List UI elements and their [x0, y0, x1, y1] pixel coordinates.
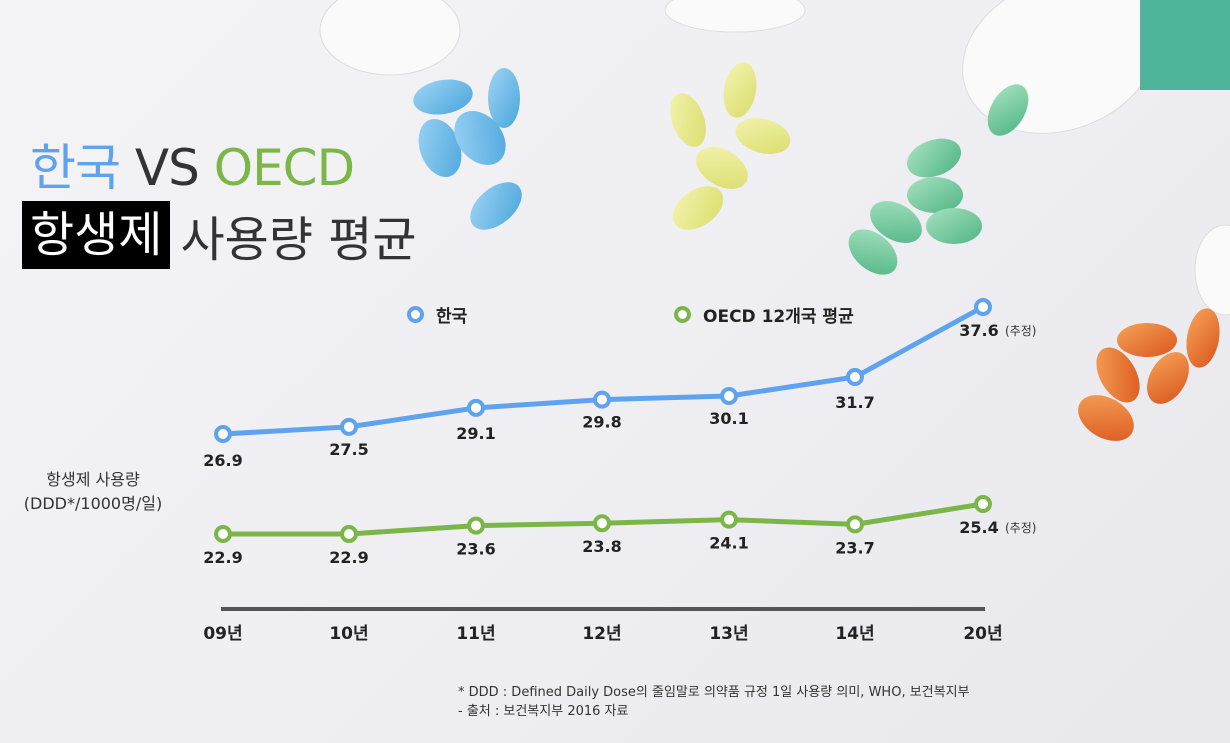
green-pills — [848, 0, 1230, 275]
x-tick-label: 11년 — [456, 624, 495, 644]
footnote-source: - 출처 : 보건복지부 2016 자료 — [458, 704, 629, 719]
title-vs: VS — [120, 139, 214, 197]
data-label: 23.8 — [582, 537, 621, 556]
data-label: 37.6 — [959, 321, 998, 340]
data-point — [593, 514, 611, 533]
legend-korea-label: 한국 — [436, 307, 468, 327]
data-point — [720, 510, 738, 529]
yellow-pills — [664, 0, 806, 230]
footnote-ddd: * DDD : Defined Daily Dose의 줄임말로 의약품 규정 … — [458, 685, 970, 700]
legend-oecd: OECD 12개국 평균 — [674, 302, 854, 327]
x-tick-label: 10년 — [329, 624, 368, 644]
data-point — [340, 417, 358, 436]
estimate-note: (추정) — [1005, 521, 1036, 535]
data-point — [593, 390, 611, 409]
data-point — [467, 516, 485, 535]
x-tick-label: 14년 — [835, 624, 874, 644]
data-point — [467, 398, 485, 417]
y-axis-label: 항생제 사용량 (DDD*/1000명/일) — [18, 468, 168, 516]
data-label: 29.8 — [582, 413, 621, 432]
x-tick-label: 13년 — [709, 624, 748, 644]
blue-pills — [319, 0, 522, 230]
y-axis-label-line2: (DDD*/1000명/일) — [23, 494, 163, 513]
data-label: 23.6 — [456, 540, 495, 559]
title-line-1: 한국 VS OECD — [30, 128, 355, 200]
data-point — [974, 297, 992, 316]
x-tick-label: 20년 — [963, 624, 1002, 644]
data-point — [720, 387, 738, 406]
title-korea: 한국 — [30, 139, 121, 197]
data-point — [214, 425, 232, 443]
footnotes: * DDD : Defined Daily Dose의 줄임말로 의약품 규정 … — [458, 683, 970, 721]
data-label: 29.1 — [456, 424, 495, 443]
data-label: 25.4 — [959, 518, 998, 537]
data-label: 24.1 — [709, 534, 748, 553]
legend-oecd-marker — [674, 306, 691, 323]
y-axis-label-line1: 항생제 사용량 — [46, 470, 140, 489]
legend-oecd-label: OECD 12개국 평균 — [703, 307, 854, 327]
data-label: 23.7 — [835, 538, 874, 557]
data-point — [846, 368, 864, 387]
data-label: 31.7 — [835, 393, 874, 412]
data-label: 30.1 — [709, 409, 748, 428]
data-label: 22.9 — [203, 548, 242, 567]
data-point — [974, 495, 992, 513]
legend-korea-marker — [407, 306, 424, 323]
title-highlight: 항생제 — [22, 201, 171, 269]
data-point — [214, 525, 232, 543]
x-tick-label: 09년 — [203, 624, 242, 644]
estimate-note: (추정) — [1005, 324, 1036, 338]
orange-pills — [1078, 224, 1230, 441]
title-line-2: 항생제 사용량 평균 — [22, 200, 417, 270]
title-rest: 사용량 평균 — [180, 212, 417, 268]
data-label: 27.5 — [329, 440, 368, 459]
data-point — [340, 525, 358, 543]
data-point — [846, 515, 864, 534]
title-oecd: OECD — [213, 139, 355, 197]
data-label: 22.9 — [329, 548, 368, 567]
legend-korea: 한국 — [407, 302, 467, 327]
x-tick-label: 12년 — [582, 624, 621, 644]
data-label: 26.9 — [203, 451, 242, 470]
